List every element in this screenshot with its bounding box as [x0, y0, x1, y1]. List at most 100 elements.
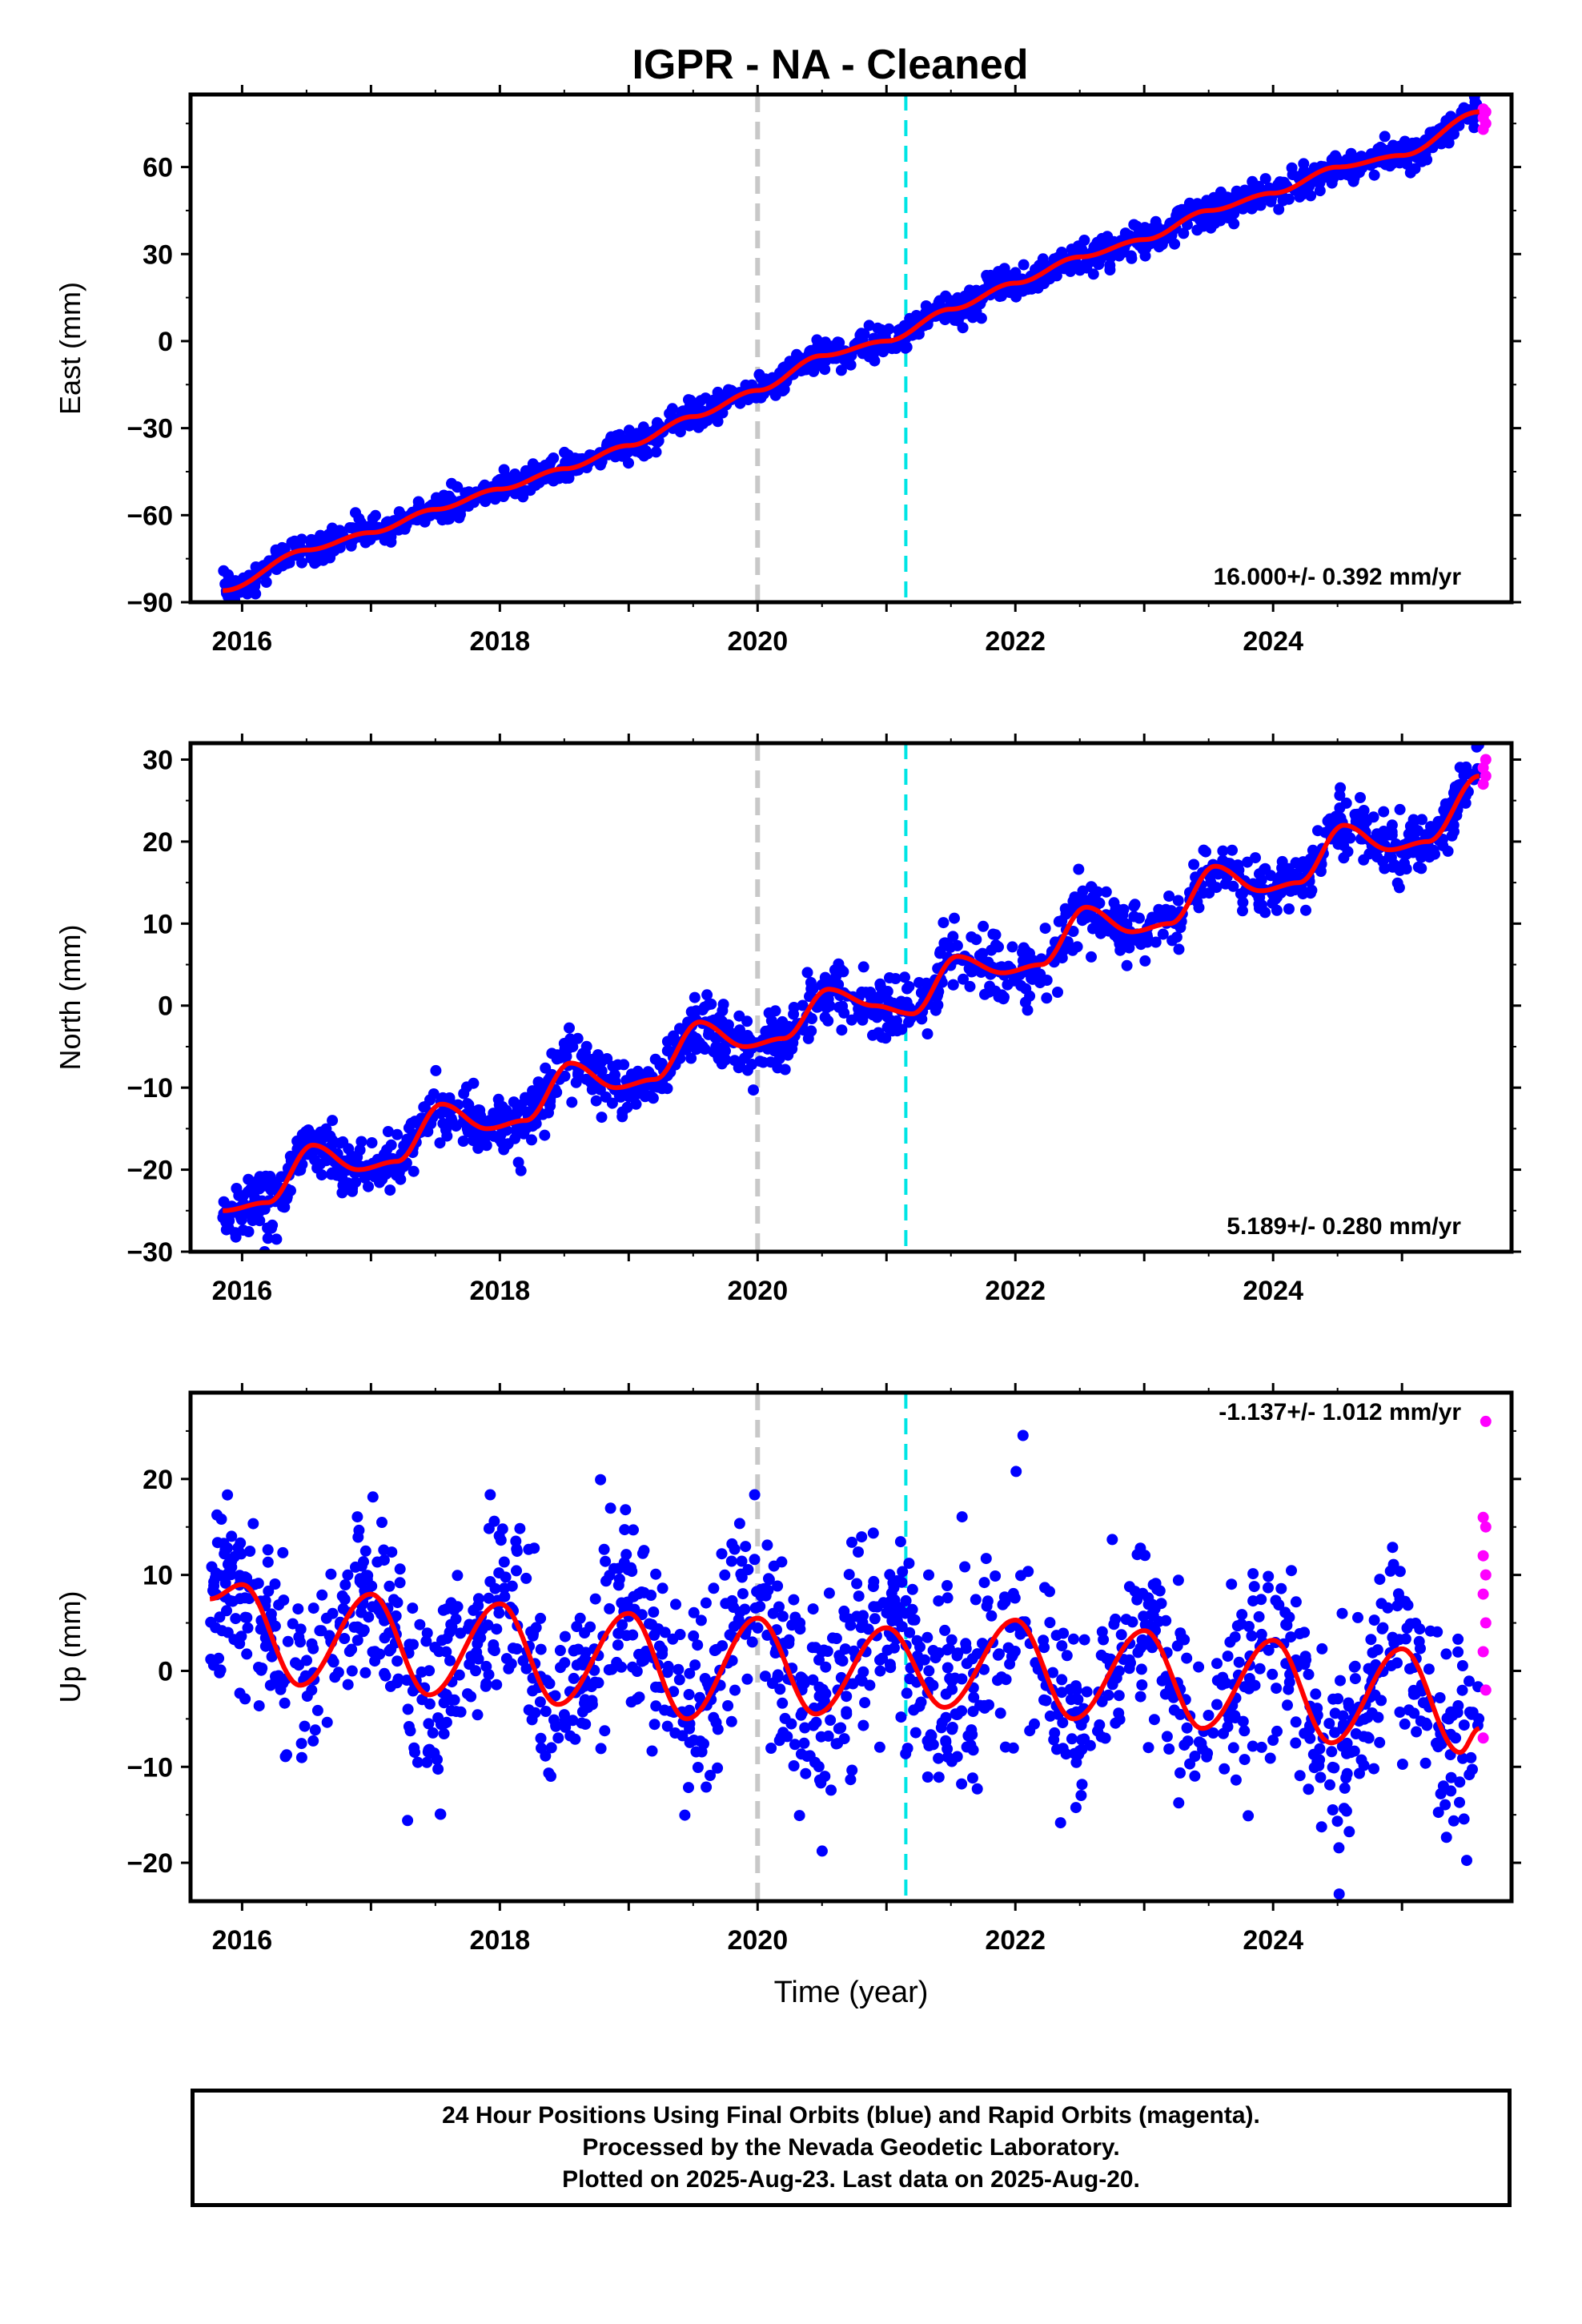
data-point: [574, 1612, 586, 1624]
data-point: [930, 1004, 942, 1016]
data-point: [383, 1645, 396, 1657]
data-point: [488, 1639, 500, 1651]
data-point: [685, 1006, 697, 1018]
data-point: [1217, 1671, 1229, 1683]
data-point: [990, 929, 1002, 941]
data-point: [1219, 1763, 1231, 1775]
data-point: [1339, 1782, 1351, 1794]
data-point: [938, 917, 950, 929]
data-point: [794, 1617, 806, 1629]
data-point: [529, 1707, 541, 1719]
data-point: [489, 1582, 501, 1594]
data-point: [940, 1688, 952, 1700]
data-point: [684, 1667, 696, 1679]
data-point: [1287, 868, 1299, 879]
data-point: [219, 1548, 231, 1560]
data-point: [1092, 886, 1103, 898]
data-point: [242, 1622, 254, 1634]
data-point: [1456, 1660, 1468, 1671]
data-point: [393, 1166, 405, 1178]
data-point: [260, 577, 272, 588]
data-point: [419, 516, 431, 528]
data-point: [1303, 1668, 1315, 1680]
data-point: [1340, 1805, 1352, 1817]
data-point: [1273, 203, 1285, 215]
data-point: [493, 1607, 505, 1619]
data-point: [350, 1176, 362, 1188]
data-point: [314, 1625, 326, 1637]
data-point: [1233, 864, 1245, 876]
data-point: [765, 1015, 777, 1027]
data-point: [560, 1051, 572, 1063]
data-point: [269, 1578, 281, 1590]
data-point: [599, 1725, 611, 1737]
data-point: [874, 1654, 885, 1666]
data-point: [909, 1727, 921, 1739]
data-point: [836, 1024, 848, 1036]
data-point: [1464, 1675, 1475, 1687]
data-point: [960, 1642, 972, 1655]
data-point: [966, 966, 978, 977]
data-point: [453, 1669, 465, 1681]
data-point: [997, 1598, 1009, 1610]
data-point: [607, 1060, 619, 1072]
data-point: [1202, 1747, 1214, 1759]
data-point: [692, 1639, 704, 1651]
data-point: [1075, 1790, 1087, 1801]
data-point: [520, 1572, 532, 1584]
data-point: [1299, 1651, 1311, 1663]
data-point: [613, 1573, 625, 1585]
data-point: [628, 1524, 639, 1536]
data-point: [998, 269, 1010, 281]
data-point: [1467, 1763, 1478, 1775]
data-point: [1070, 1680, 1082, 1692]
data-point: [1396, 1759, 1408, 1770]
data-point: [1058, 1627, 1070, 1639]
data-point: [984, 980, 996, 992]
data-point: [1336, 1740, 1348, 1752]
data-point: [1278, 176, 1290, 188]
data-point: [654, 1059, 666, 1072]
data-point: [218, 565, 230, 577]
data-point: [673, 1663, 685, 1675]
data-point: [424, 1698, 436, 1710]
data-point: [638, 1655, 650, 1667]
data-point: [1044, 1710, 1056, 1722]
y-tick-label: 10: [143, 909, 173, 939]
data-point: [420, 1635, 432, 1647]
data-point: [384, 1184, 396, 1196]
data-point: [409, 1747, 420, 1759]
data-point: [1026, 283, 1038, 295]
data-point: [534, 1696, 546, 1708]
data-point: [1173, 943, 1185, 955]
data-point: [262, 1556, 274, 1568]
data-point: [1414, 1623, 1426, 1635]
data-point: [630, 1098, 642, 1110]
data-point: [489, 493, 501, 505]
data-point: [797, 999, 809, 1011]
data-point: [484, 1489, 496, 1501]
data-point: [859, 1697, 871, 1709]
data-point: [1304, 853, 1316, 865]
data-point: [949, 912, 960, 924]
data-point: [1076, 1779, 1088, 1791]
data-point: [1437, 1780, 1449, 1792]
y-axis-label: Up (mm): [54, 1591, 86, 1703]
data-point: [239, 1571, 251, 1583]
data-point: [1439, 1799, 1452, 1811]
data-point: [778, 384, 790, 396]
data-point: [593, 1061, 605, 1073]
data-point: [830, 1738, 842, 1750]
data-point: [1394, 1566, 1406, 1578]
y-tick-label: −60: [126, 501, 173, 531]
data-point: [701, 1781, 713, 1793]
data-point: [846, 1764, 858, 1776]
data-point: [468, 1132, 480, 1144]
data-point: [1271, 1725, 1283, 1737]
data-point: [891, 1614, 903, 1626]
panel-north: −30 −20 −10 0 10 20 30 2016 2018 2020 2022 2024 Nort…: [54, 734, 1521, 1306]
data-point: [243, 1226, 255, 1237]
data-point: [455, 1706, 467, 1718]
data-point: [931, 991, 943, 1003]
y-tick-label: −10: [126, 1752, 173, 1783]
